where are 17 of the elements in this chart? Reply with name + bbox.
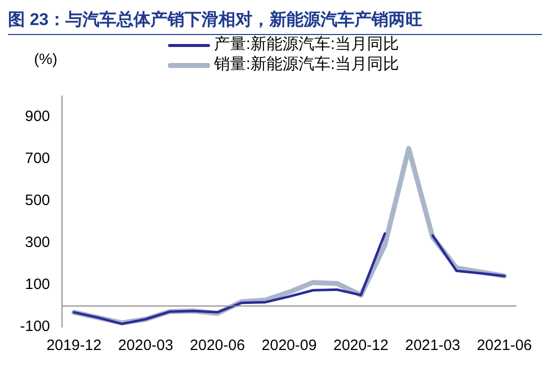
y-tick-label: 500	[24, 192, 50, 210]
y-tick-label: 300	[24, 234, 50, 252]
x-tick-label: 2020-09	[262, 337, 317, 354]
x-tick-label: 2019-12	[46, 337, 102, 354]
x-tick-label: 2021-06	[476, 337, 532, 354]
x-tick-label: 2020-12	[333, 337, 388, 354]
legend-label: 销量:新能源汽车:当月同比	[214, 55, 399, 75]
legend-label: 产量:新能源汽车:当月同比	[214, 35, 399, 55]
y-tick-label: -100	[20, 318, 50, 336]
chart-title: 图 23：与汽车总体产销下滑相对，新能源汽车产销两旺	[8, 8, 542, 35]
y-tick-label: 100	[24, 276, 50, 294]
y-tick-label: 900	[24, 108, 50, 126]
x-tick-label: 2020-03	[118, 337, 174, 354]
x-tick-label: 2021-03	[405, 337, 460, 354]
y-tick-label: 700	[24, 150, 50, 168]
y-axis-title: (%)	[34, 51, 58, 68]
x-tick-label: 2020-06	[190, 337, 245, 354]
